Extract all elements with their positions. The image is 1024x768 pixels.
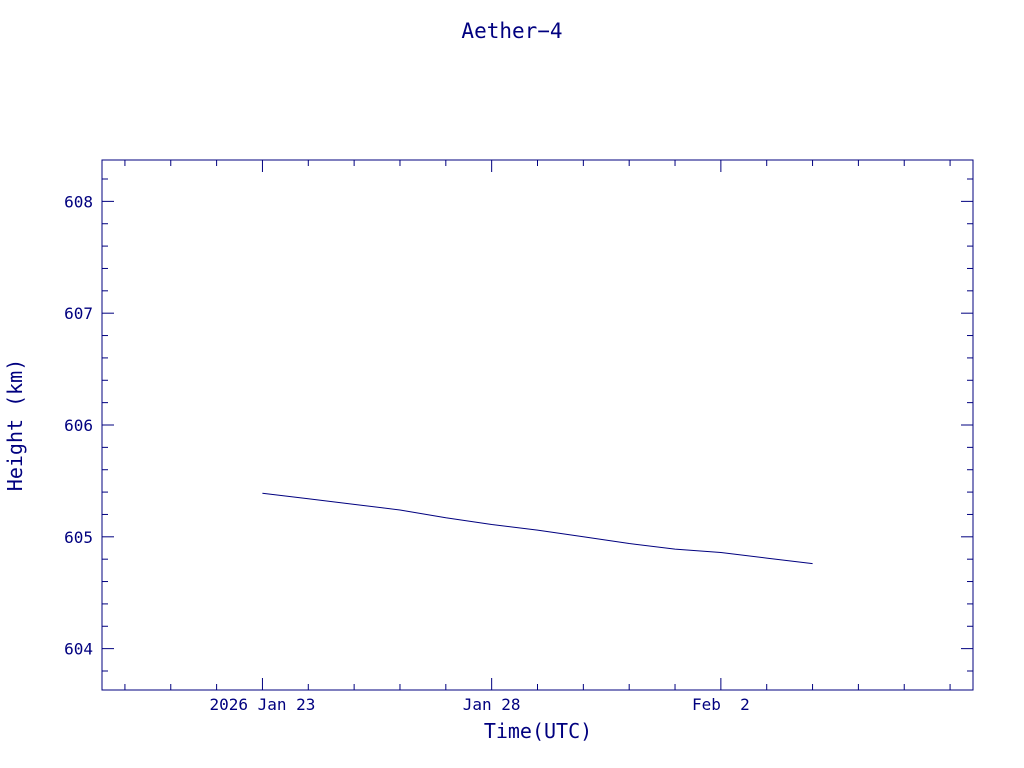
y-tick-label: 606: [64, 416, 93, 435]
axis-tick-labels: 604 605 606 607 608 2026 Jan 23 Jan 28 Feb 2: [64, 192, 750, 714]
y-tick-label: 605: [64, 528, 93, 547]
x-tick-label: 2026 Jan 23: [209, 695, 315, 714]
y-tick-label: 604: [64, 640, 93, 659]
axis-ticks: [102, 160, 973, 690]
series-line: [262, 492, 813, 565]
x-axis-title: Time(UTC): [484, 719, 592, 743]
chart-title: Aether−4: [461, 19, 562, 43]
plot-frame: [101, 159, 974, 691]
y-tick-label: 607: [64, 304, 93, 323]
x-tick-label: Feb 2: [692, 695, 750, 714]
y-axis-title: Height (km): [3, 359, 27, 491]
y-tick-label: 608: [64, 192, 93, 211]
x-tick-label: Jan 28: [463, 695, 521, 714]
